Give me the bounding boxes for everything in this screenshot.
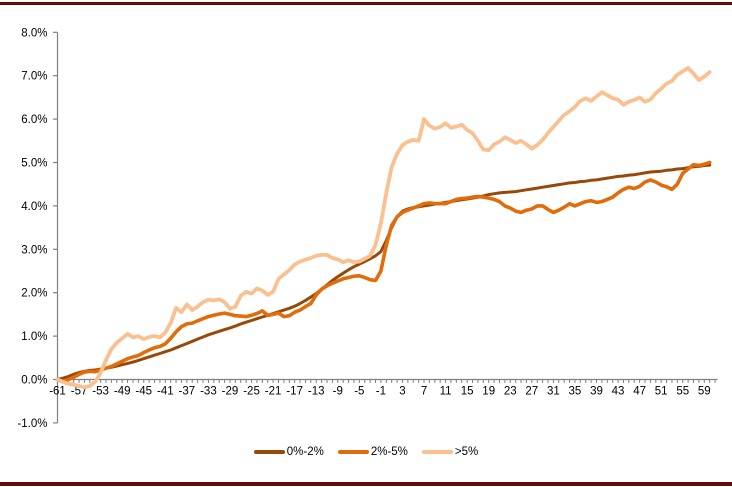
x-tick-label: 11 bbox=[440, 386, 452, 398]
x-tick-label: -1 bbox=[376, 386, 386, 398]
x-tick-label: -45 bbox=[135, 386, 152, 398]
x-tick-label: -17 bbox=[286, 386, 303, 398]
x-tick-label: -21 bbox=[265, 386, 282, 398]
x-tick-label: 7 bbox=[421, 386, 427, 398]
x-tick-label: -25 bbox=[243, 386, 260, 398]
x-tick-label: 35 bbox=[569, 386, 582, 398]
x-tick-label: 59 bbox=[698, 386, 711, 398]
legend-label-band-gt-5: >5% bbox=[454, 446, 479, 458]
x-tick-label: 27 bbox=[525, 386, 538, 398]
x-tick-label: 19 bbox=[482, 386, 495, 398]
bottom-border-line bbox=[0, 482, 732, 486]
y-tick-label: 8.0% bbox=[21, 27, 47, 39]
x-tick-label: 23 bbox=[504, 386, 517, 398]
legend-item-band-gt-5: >5% bbox=[421, 445, 479, 459]
series-line-band-0-2 bbox=[56, 163, 712, 381]
x-tick-label: 39 bbox=[590, 386, 603, 398]
y-tick-label: -1.0% bbox=[17, 418, 47, 430]
legend-swatch-band-gt-5 bbox=[421, 450, 453, 454]
x-tick-label: -37 bbox=[179, 386, 196, 398]
series-line-band-gt-5 bbox=[55, 66, 712, 390]
x-tick-label: -9 bbox=[333, 386, 343, 398]
top-border-line bbox=[0, 2, 732, 5]
x-tick-label: 3 bbox=[399, 386, 405, 398]
x-tick-label: -61 bbox=[49, 386, 66, 398]
legend-label-band-0-2: 0%-2% bbox=[286, 446, 324, 458]
y-tick-label: 0.0% bbox=[21, 375, 47, 387]
y-tick-label: 7.0% bbox=[21, 71, 47, 83]
y-tick-label: 2.0% bbox=[21, 288, 47, 300]
legend-swatch-band-0-2 bbox=[253, 450, 285, 454]
legend-label-band-2-5: 2%-5% bbox=[370, 446, 408, 458]
legend-item-band-0-2: 0%-2% bbox=[253, 445, 324, 459]
x-tick-label: -53 bbox=[92, 386, 109, 398]
x-tick-label: 47 bbox=[633, 386, 646, 398]
y-tick-label: 1.0% bbox=[21, 331, 47, 343]
y-tick-label: 6.0% bbox=[21, 114, 47, 126]
x-tick-label: 51 bbox=[655, 386, 668, 398]
y-tick-label: 4.0% bbox=[21, 201, 47, 213]
x-tick-label: -41 bbox=[157, 386, 174, 398]
chart-legend: 0%-2% 2%-5% >5% bbox=[0, 445, 732, 459]
x-tick-label: -13 bbox=[308, 386, 325, 398]
x-tick-label: -5 bbox=[354, 386, 364, 398]
y-tick-label: 3.0% bbox=[21, 244, 47, 256]
y-tick-label: 5.0% bbox=[21, 158, 47, 170]
x-tick-label: 43 bbox=[612, 386, 625, 398]
x-tick-label: -49 bbox=[114, 386, 131, 398]
x-tick-label: 55 bbox=[676, 386, 689, 398]
legend-swatch-band-2-5 bbox=[337, 450, 369, 454]
x-tick-label: -33 bbox=[200, 386, 217, 398]
x-tick-label: -29 bbox=[222, 386, 239, 398]
x-tick-label: 15 bbox=[461, 386, 474, 398]
series-line-band-2-5 bbox=[55, 160, 712, 384]
x-tick-label: 31 bbox=[547, 386, 560, 398]
legend-item-band-2-5: 2%-5% bbox=[337, 445, 408, 459]
